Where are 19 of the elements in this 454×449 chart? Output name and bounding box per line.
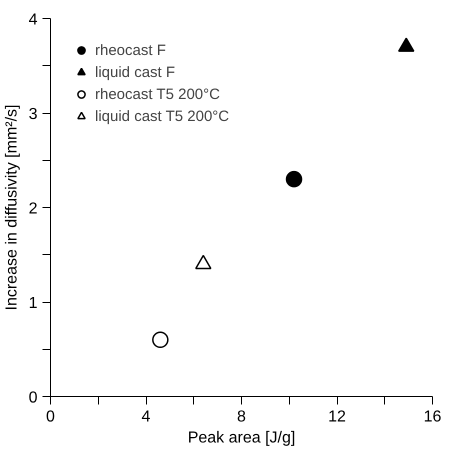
point [286,170,302,188]
x-tick-label: 0 [46,408,56,426]
y-tick-label: 1 [28,295,38,312]
x-tick-label: 8 [237,408,246,426]
y-axis-title: Increase in diffusivity [mm²/s] [4,104,21,310]
y-tick-label: 2 [28,200,38,218]
y-tick-label: 4 [28,12,38,28]
x-tick-label: 4 [142,408,151,426]
point [152,332,169,348]
point [398,37,414,52]
legend-label: liquid cast F [95,64,176,80]
legend-label: rheocast T5 200°C [95,86,220,102]
x-tick-label: 16 [424,408,442,426]
y-tick-label: 0 [28,390,38,406]
legend-label: liquid cast T5 200°C [95,108,230,124]
y-tick-label: 3 [28,106,38,123]
x-axis-title: Peak area [J/g] [188,430,296,446]
x-tick-label: 12 [328,408,346,426]
legend-label: rheocast F [95,42,166,58]
